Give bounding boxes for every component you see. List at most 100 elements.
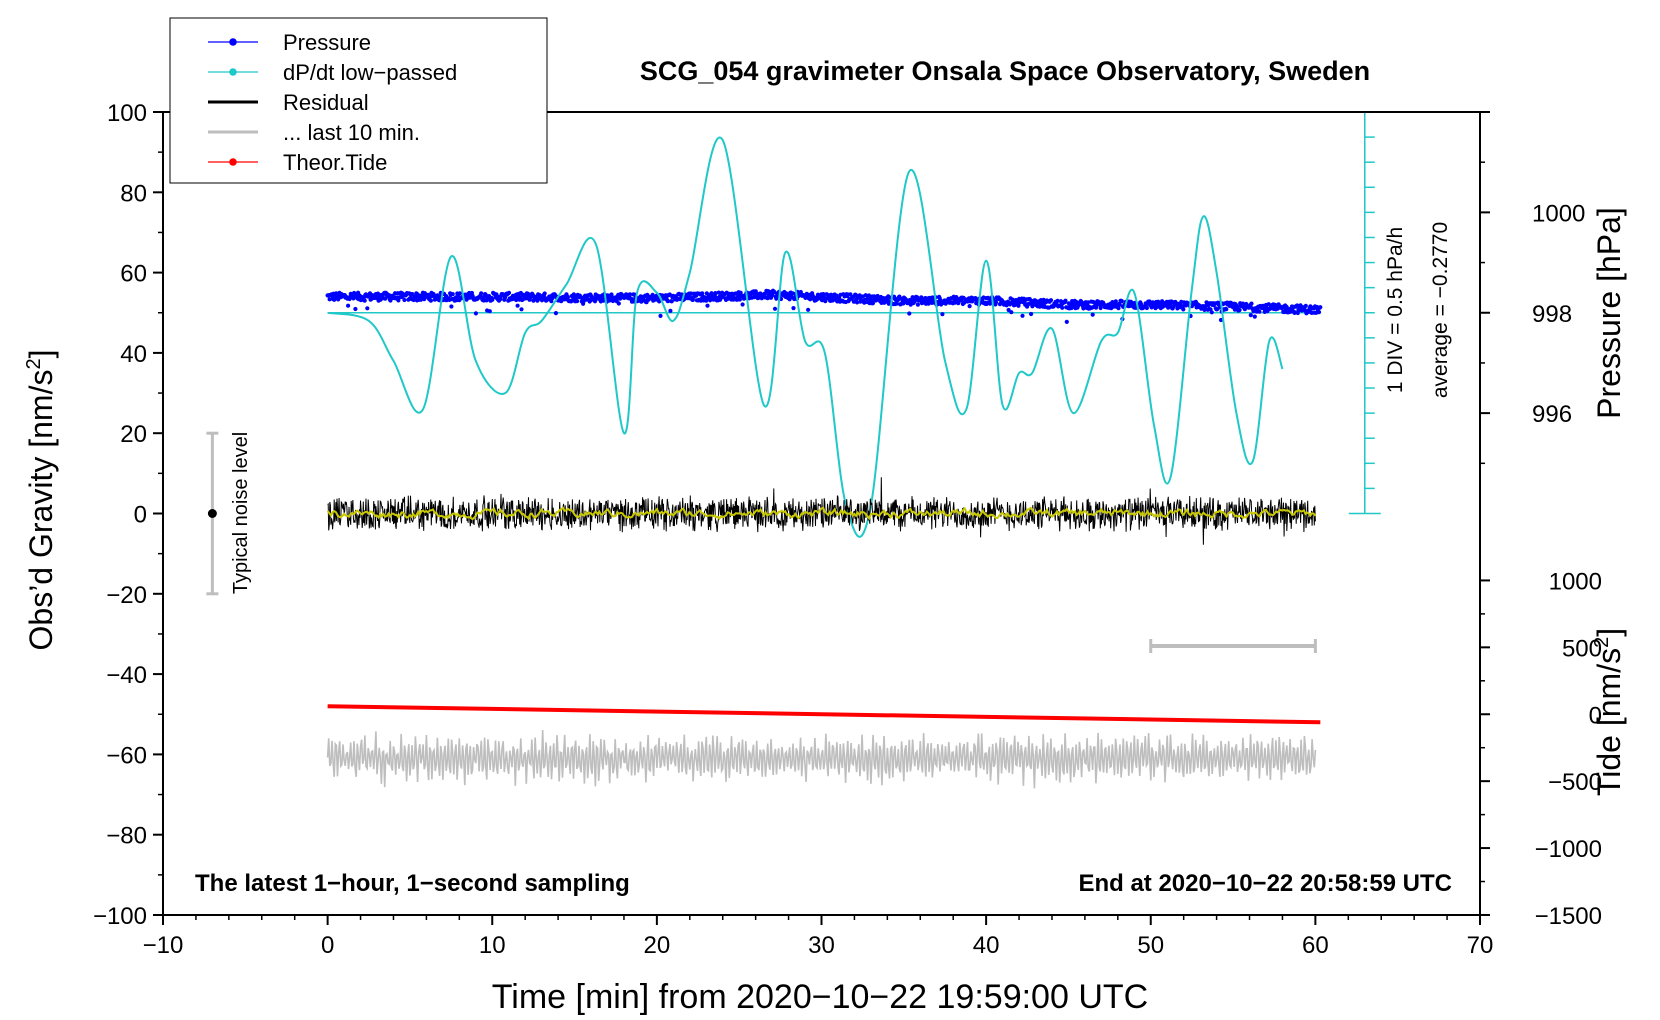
pressure-point xyxy=(658,313,663,318)
pressure-point xyxy=(690,297,696,302)
pressure-point xyxy=(1060,305,1065,310)
y-axis-label-tide: Tide [nm/s2] xyxy=(1591,628,1627,796)
pressure-point xyxy=(1150,300,1155,305)
y-axis-label-pressure: Pressure [hPa] xyxy=(1591,207,1627,419)
legend-entry: dP/dt low−passed xyxy=(208,60,457,85)
x-tick-label: 20 xyxy=(644,932,671,959)
pressure-tick-label: 998 xyxy=(1532,301,1572,328)
pressure-point xyxy=(490,297,495,302)
pressure-point xyxy=(1218,317,1224,323)
average-annotation: average = −0.2770 xyxy=(1429,222,1452,398)
x-tick-label: −10 xyxy=(143,932,184,959)
pressure-point xyxy=(519,307,524,312)
y-axis-label-tide-text: Tide [nm/s xyxy=(1591,648,1627,796)
y-tick-label: −80 xyxy=(106,823,147,850)
pressure-point xyxy=(821,292,826,297)
pressure-point xyxy=(402,297,407,303)
pressure-point xyxy=(410,292,415,297)
pressure-point xyxy=(1249,301,1254,306)
legend-label: Residual xyxy=(283,90,369,115)
legend-marker xyxy=(229,38,237,46)
x-tick-label: 60 xyxy=(1302,932,1329,959)
legend-label: Theor.Tide xyxy=(283,150,387,175)
pressure-point xyxy=(668,308,673,313)
legend-marker xyxy=(229,158,237,166)
tide-tick-label: −1000 xyxy=(1535,836,1602,863)
pressure-point xyxy=(628,292,633,297)
pressure-point xyxy=(479,291,484,296)
pressure-point xyxy=(894,301,899,306)
pressure-point xyxy=(713,291,718,296)
y-tick-label: 40 xyxy=(120,341,147,368)
pressure-point xyxy=(967,304,972,309)
pressure-point xyxy=(1113,299,1118,304)
pressure-point xyxy=(806,307,811,312)
legend: Pressure dP/dt low−passed Residual ... last… xyxy=(169,17,548,184)
pressure-point xyxy=(565,295,571,300)
pressure-point xyxy=(353,306,358,312)
pressure-point xyxy=(553,311,559,316)
tide-series-line xyxy=(327,704,1321,725)
pressure-point xyxy=(709,291,714,296)
pressure-point xyxy=(515,303,520,308)
pressure-point xyxy=(1098,305,1103,311)
dpdt-series-line xyxy=(327,136,1284,538)
pressure-point xyxy=(791,306,796,311)
pressure-point xyxy=(665,299,670,304)
pressure-point xyxy=(1316,310,1322,315)
legend-label: Pressure xyxy=(283,30,371,55)
noise-bar-center xyxy=(207,509,217,518)
pressure-point xyxy=(1318,305,1323,310)
x-tick-label: 50 xyxy=(1137,932,1164,959)
pressure-point xyxy=(1029,311,1034,317)
pressure-point xyxy=(772,306,778,311)
pressure-point xyxy=(1081,306,1086,311)
pressure-point xyxy=(855,300,860,305)
pressure-point xyxy=(365,306,370,311)
x-tick-label: 10 xyxy=(479,932,506,959)
bottom-right-note: End at 2020−10−22 20:58:59 UTC xyxy=(1078,870,1452,897)
smoothed-residual-line xyxy=(326,506,1317,521)
bottom-left-note: The latest 1−hour, 1−second sampling xyxy=(195,870,630,897)
pressure-point xyxy=(457,291,463,296)
pressure-tick-label: 1000 xyxy=(1532,200,1585,227)
y-axis-label-gravity-sup: 2 xyxy=(23,358,45,369)
y-tick-label: 20 xyxy=(120,421,147,448)
y-axis-label-gravity-text: Obs’d Gravity [nm/s xyxy=(23,370,59,651)
pressure-series xyxy=(325,288,1323,324)
residual-series-line xyxy=(327,477,1316,545)
pressure-point xyxy=(704,298,709,303)
pressure-point xyxy=(1303,303,1308,308)
tide-tick-label: −500 xyxy=(1548,769,1602,796)
y-axis-label-tide-tail: ] xyxy=(1591,628,1627,637)
pressure-point xyxy=(700,291,705,296)
legend-entry: ... last 10 min. xyxy=(208,120,420,145)
pressure-point xyxy=(506,290,512,295)
pressure-point xyxy=(705,303,710,308)
pressure-tick-label: 996 xyxy=(1532,401,1572,428)
chart-title: SCG_054 gravimeter Onsala Space Observat… xyxy=(640,56,1370,86)
pressure-point xyxy=(1181,307,1186,312)
data-layer xyxy=(206,111,1381,789)
pressure-point xyxy=(428,298,433,303)
pressure-point xyxy=(837,296,842,301)
legend-marker xyxy=(229,68,237,76)
pressure-point xyxy=(669,299,674,304)
text-layer: SCG_054 gravimeter Onsala Space Observat… xyxy=(23,56,1627,1016)
pressure-point xyxy=(1209,310,1214,315)
pressure-point xyxy=(542,291,547,296)
y-tick-label: −20 xyxy=(106,582,147,609)
pressure-point xyxy=(487,309,492,314)
pressure-point xyxy=(346,303,351,308)
pressure-point xyxy=(327,297,332,302)
x-axis-label: Time [min] from 2020−10−22 19:59:00 UTC xyxy=(492,978,1148,1016)
pressure-point xyxy=(449,304,454,309)
y-tick-label: −40 xyxy=(106,662,147,689)
last-10-min-line xyxy=(326,729,1317,789)
x-tick-label: 40 xyxy=(973,932,1000,959)
y-axis-label-tide-sup: 2 xyxy=(1591,637,1613,648)
axes-layer: −10 0 10 20 30 40 50 60 70100806040200−20−40−60−… xyxy=(93,100,1602,959)
pressure-point xyxy=(1119,299,1124,304)
pressure-point xyxy=(575,299,580,304)
tide-tick-label: −1500 xyxy=(1535,903,1602,930)
